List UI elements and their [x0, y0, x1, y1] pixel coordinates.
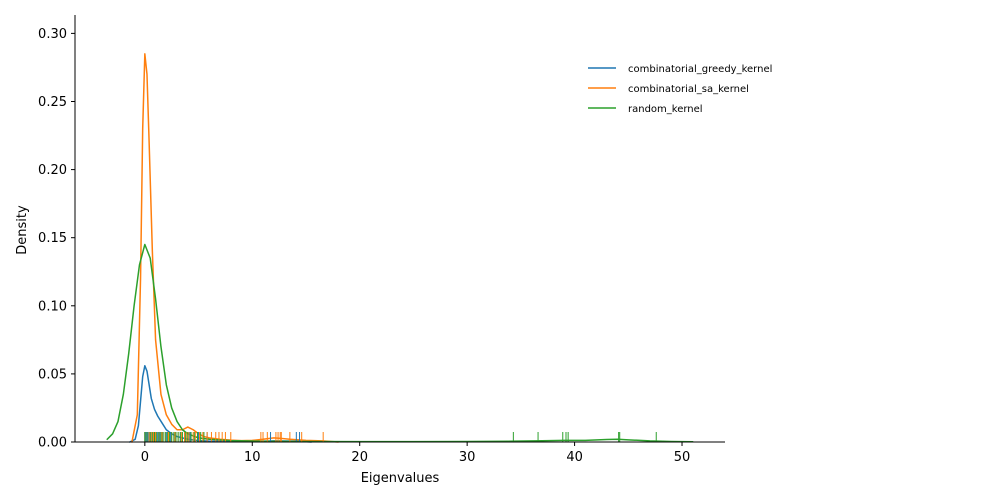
y-tick-label-2: 0.10 — [38, 299, 67, 314]
x-tick-label-0: 0 — [141, 450, 149, 465]
x-ticks: 0 10 20 30 40 50 — [141, 442, 691, 465]
y-tick-label-0: 0.00 — [38, 436, 67, 451]
y-tick-label-3: 0.15 — [38, 231, 67, 246]
x-tick-label-3: 30 — [459, 450, 476, 465]
axes-layer — [74, 15, 725, 443]
y-tick-label-6: 0.30 — [38, 27, 67, 42]
y-axis-label: Density — [15, 205, 30, 255]
x-tick-label-5: 50 — [674, 450, 691, 465]
x-tick-label-2: 20 — [351, 450, 368, 465]
series-line-0 — [129, 364, 313, 443]
legend: combinatorial_greedy_kernel combinatorial… — [588, 64, 772, 115]
series-line-2 — [106, 243, 694, 443]
legend-label-1: combinatorial_sa_kernel — [628, 84, 749, 95]
x-axis-label: Eigenvalues — [361, 471, 440, 486]
y-tick-label-5: 0.25 — [38, 95, 67, 110]
y-ticks: 0.00 0.05 0.10 0.15 0.20 0.25 0.30 — [38, 27, 75, 451]
rug-layer — [144, 432, 657, 442]
x-tick-label-4: 40 — [566, 450, 583, 465]
x-tick-label-1: 10 — [244, 450, 261, 465]
legend-label-2: random_kernel — [628, 104, 703, 115]
legend-label-0: combinatorial_greedy_kernel — [628, 64, 772, 75]
series-layer — [106, 53, 694, 443]
y-tick-label-1: 0.05 — [38, 367, 67, 382]
series-line-1 — [131, 53, 339, 443]
y-tick-label-4: 0.20 — [38, 163, 67, 178]
